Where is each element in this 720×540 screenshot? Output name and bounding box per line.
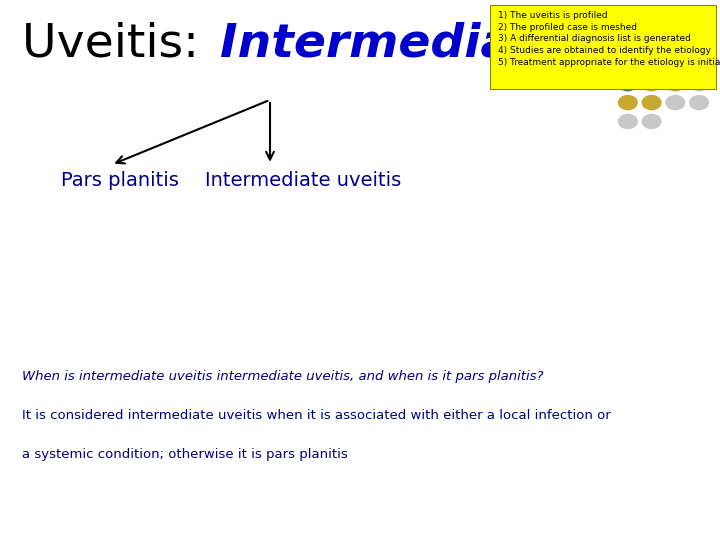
Text: It is considered intermediate uveitis when it is associated with either a local : It is considered intermediate uveitis wh… — [22, 409, 611, 422]
Text: Uveitis:: Uveitis: — [22, 22, 214, 67]
Circle shape — [690, 77, 708, 91]
Circle shape — [618, 96, 637, 110]
Text: a systemic condition; otherwise it is pars planitis: a systemic condition; otherwise it is pa… — [22, 448, 347, 461]
Circle shape — [642, 96, 661, 110]
Circle shape — [618, 114, 637, 129]
Circle shape — [642, 114, 661, 129]
Circle shape — [666, 96, 685, 110]
FancyBboxPatch shape — [490, 5, 716, 89]
Circle shape — [618, 77, 637, 91]
Text: 1) The uveitis is profiled
2) The profiled case is meshed
3) A differential diag: 1) The uveitis is profiled 2) The profil… — [498, 11, 720, 67]
Text: Intermediate uveitis: Intermediate uveitis — [205, 171, 402, 191]
Text: Intermediate: Intermediate — [220, 22, 567, 67]
Text: When is intermediate uveitis intermediate uveitis, and when is it pars planitis?: When is intermediate uveitis intermediat… — [22, 370, 543, 383]
Circle shape — [642, 77, 661, 91]
Circle shape — [690, 96, 708, 110]
Circle shape — [666, 77, 685, 91]
Text: Pars planitis: Pars planitis — [61, 171, 179, 191]
